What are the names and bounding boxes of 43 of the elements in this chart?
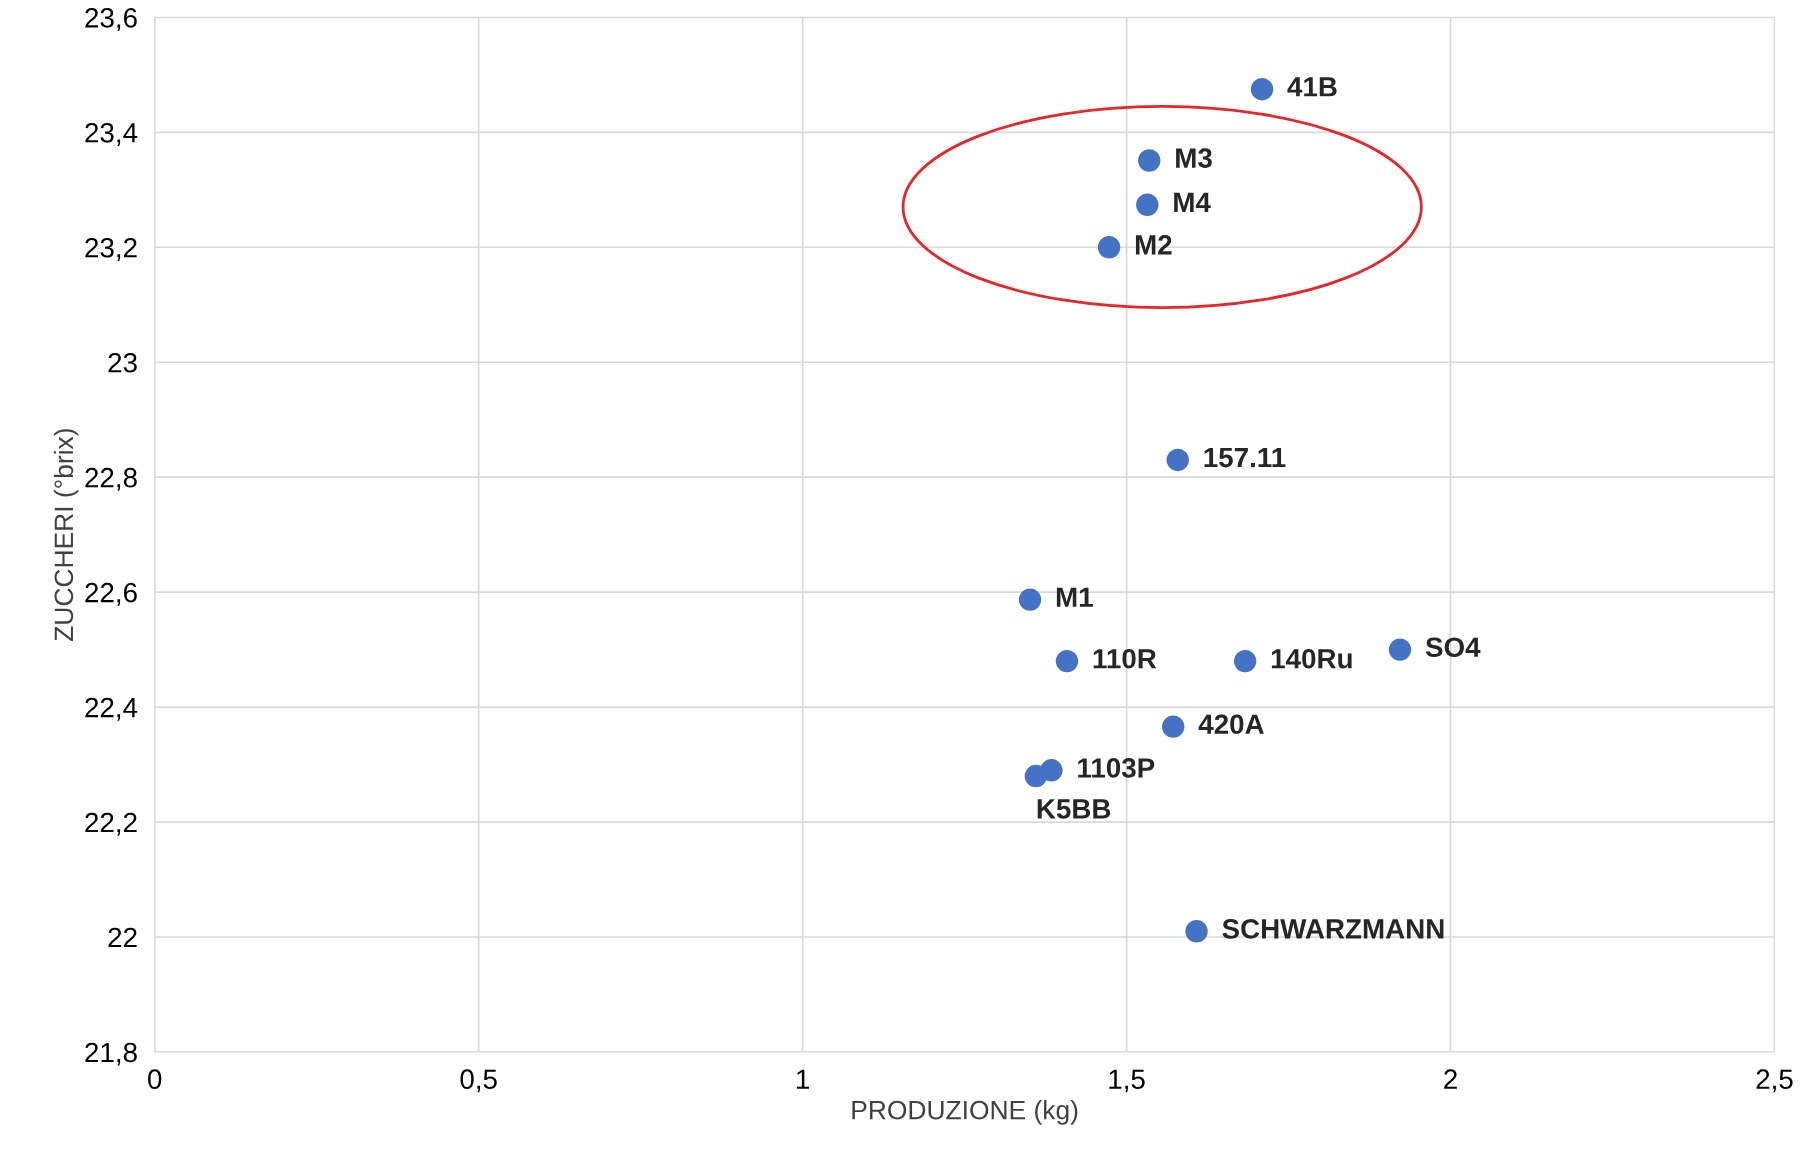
annotation: M3 [1176, 148, 1212, 168]
point [1018, 588, 1042, 611]
point [1162, 715, 1185, 738]
annotation: M2 [1135, 235, 1172, 255]
point [1250, 77, 1274, 101]
annotation: K5BB [1037, 799, 1111, 819]
point [1185, 920, 1208, 943]
x-axis-title: PRODUZIONE (kg) [852, 1100, 1078, 1125]
annotation: 157.11 [1204, 448, 1286, 468]
annotation: 1103P [1078, 758, 1155, 778]
x-tick-label: 1 [797, 1069, 809, 1089]
y-tick-label: 22,8 [85, 467, 137, 491]
annotation: M4 [1174, 192, 1211, 212]
point [1138, 149, 1161, 172]
point [1233, 649, 1257, 673]
y-tick-label: 23,4 [85, 122, 138, 146]
y-tick-label: 23 [108, 352, 137, 373]
annotation: SCHWARZMANN [1222, 919, 1444, 939]
annotation: 110R [1093, 648, 1157, 669]
point [1388, 638, 1412, 661]
x-tick-label: 2,5 [1756, 1069, 1793, 1093]
x-tick-label: 1,5 [1109, 1069, 1145, 1093]
annotation: 41B [1287, 77, 1337, 97]
y-tick-label: 22,6 [85, 582, 137, 606]
point [1166, 448, 1189, 472]
y-tick-label: 22 [108, 927, 137, 948]
point [1097, 236, 1121, 259]
y-tick-label: 22,2 [85, 812, 137, 836]
y-tick-label: 21,8 [85, 1042, 137, 1066]
point [1024, 764, 1048, 788]
x-tick-label: 0 [148, 1069, 162, 1090]
annotation: SO4 [1425, 637, 1481, 658]
point [1136, 193, 1159, 216]
y-tick-label: 22,4 [85, 697, 138, 721]
point [1055, 649, 1079, 673]
x-tick-label: 2 [1444, 1069, 1457, 1089]
x-tick-label: 0,5 [460, 1069, 497, 1093]
y-axis-title: ZUCCHERI (°brix) [53, 429, 79, 641]
y-tick-label: 23,2 [85, 237, 137, 261]
annotation: 420A [1198, 714, 1264, 735]
y-tick-label: 23,6 [85, 8, 137, 31]
annotation: 140Ru [1271, 648, 1352, 669]
annotation: M1 [1056, 587, 1093, 607]
